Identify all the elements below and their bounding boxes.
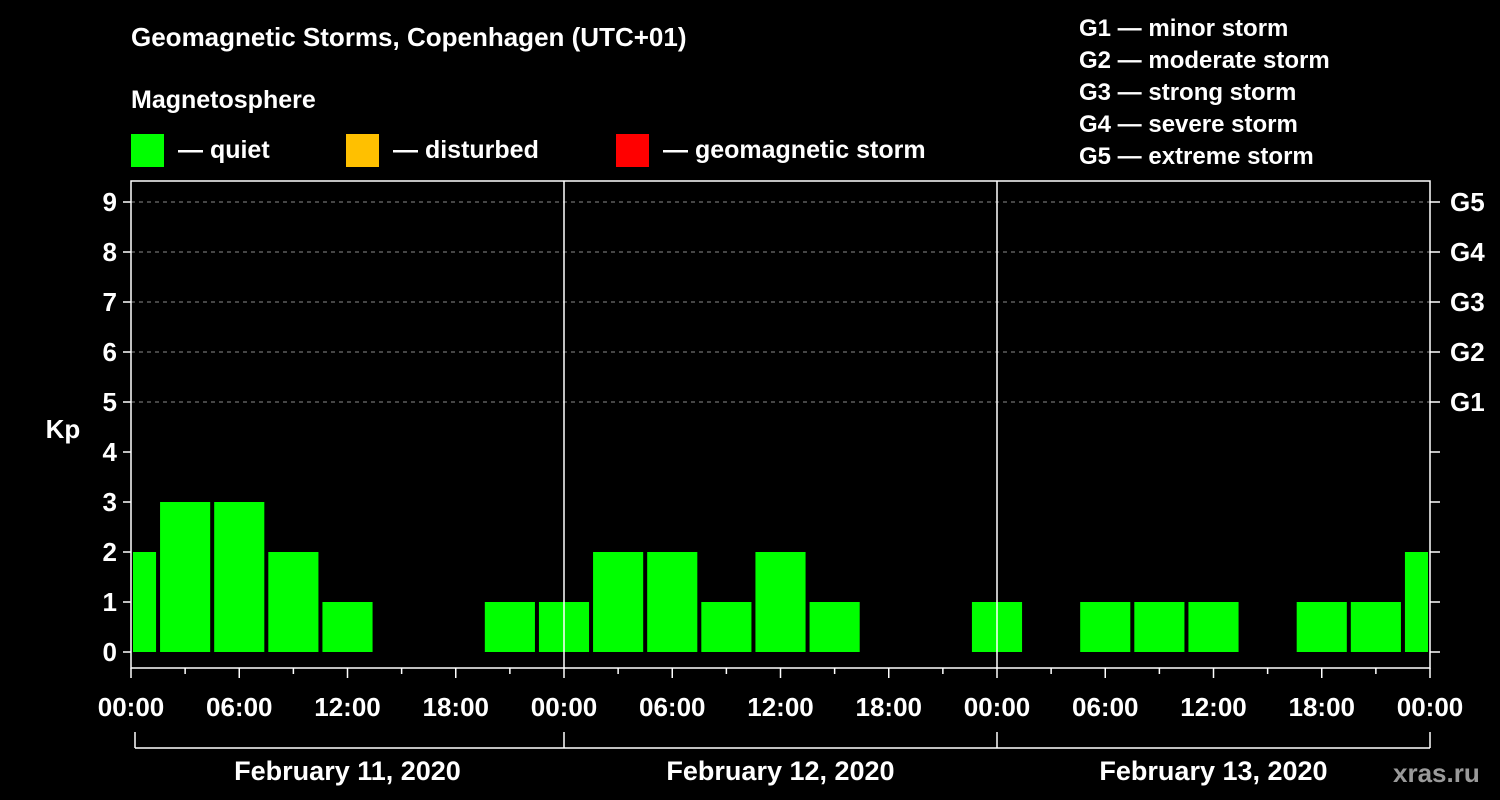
day-label: February 13, 2020 <box>1099 756 1327 786</box>
y-tick-label: 3 <box>103 487 117 517</box>
kp-bar <box>322 602 373 652</box>
kp-bar <box>1080 602 1131 652</box>
y-tick-label: 0 <box>103 637 117 667</box>
legend-item-disturbed: — disturbed <box>346 133 539 167</box>
kp-bar <box>809 602 860 652</box>
g-level-label: G1 <box>1450 387 1485 417</box>
y-tick-label: 5 <box>103 387 117 417</box>
g-level-label: G5 <box>1450 187 1485 217</box>
chart-title: Geomagnetic Storms, Copenhagen (UTC+01) <box>131 22 687 52</box>
kp-bar <box>484 602 535 652</box>
x-tick-label: 18:00 <box>1289 692 1356 722</box>
x-tick-label: 00:00 <box>1397 692 1464 722</box>
x-tick-label: 06:00 <box>206 692 273 722</box>
kp-bar <box>160 502 211 652</box>
legend-swatch-disturbed <box>346 133 379 167</box>
kp-bar <box>701 602 752 652</box>
g-level-label: G2 <box>1450 337 1485 367</box>
day-label: February 11, 2020 <box>234 756 461 786</box>
g-scale-g5: G5 — extreme storm <box>1079 143 1314 170</box>
g-level-label: G4 <box>1450 237 1485 267</box>
g-scale-g4: G4 — severe storm <box>1079 111 1298 138</box>
x-tick-label: 00:00 <box>531 692 598 722</box>
kp-bar <box>214 502 265 652</box>
y-tick-label: 6 <box>103 337 117 367</box>
y-tick-label: 9 <box>103 187 117 217</box>
x-tick-label: 12:00 <box>747 692 814 722</box>
legend-item-quiet: — quiet <box>131 133 270 167</box>
legend-item-storm: — geomagnetic storm <box>616 133 926 167</box>
kp-bar <box>1404 552 1428 652</box>
legend-swatch-quiet <box>131 133 164 167</box>
kp-bar <box>1134 602 1185 652</box>
g-scale-g2: G2 — moderate storm <box>1079 47 1330 74</box>
x-tick-label: 00:00 <box>964 692 1031 722</box>
x-tick-label: 06:00 <box>639 692 706 722</box>
x-tick-label: 18:00 <box>423 692 490 722</box>
x-tick-label: 18:00 <box>856 692 923 722</box>
legend-label-storm: — geomagnetic storm <box>663 135 926 164</box>
kp-bar <box>268 552 319 652</box>
legend-swatch-storm <box>616 133 649 167</box>
x-tick-label: 12:00 <box>314 692 381 722</box>
kp-bar <box>593 552 644 652</box>
watermark: xras.ru <box>1393 758 1480 788</box>
y-tick-label: 1 <box>103 587 117 617</box>
g-scale-g1: G1 — minor storm <box>1079 15 1289 42</box>
legend-label-disturbed: — disturbed <box>393 135 539 164</box>
y-tick-label: 2 <box>103 537 117 567</box>
day-label: February 12, 2020 <box>666 756 894 786</box>
x-tick-label: 00:00 <box>98 692 165 722</box>
g-scale-g3: G3 — strong storm <box>1079 79 1297 106</box>
y-axis-label: Kp <box>46 414 81 444</box>
kp-bar <box>647 552 698 652</box>
chart-subtitle: Magnetosphere <box>131 86 316 114</box>
x-tick-label: 12:00 <box>1180 692 1247 722</box>
kp-bar <box>755 552 806 652</box>
y-tick-label: 8 <box>103 237 117 267</box>
y-tick-label: 4 <box>103 437 118 467</box>
legend-label-quiet: — quiet <box>178 135 270 164</box>
x-tick-label: 06:00 <box>1072 692 1139 722</box>
kp-bar <box>1296 602 1347 652</box>
kp-bar <box>133 552 157 652</box>
kp-bar <box>1188 602 1239 652</box>
y-tick-label: 7 <box>103 287 117 317</box>
g-level-label: G3 <box>1450 287 1485 317</box>
kp-bar <box>1350 602 1401 652</box>
